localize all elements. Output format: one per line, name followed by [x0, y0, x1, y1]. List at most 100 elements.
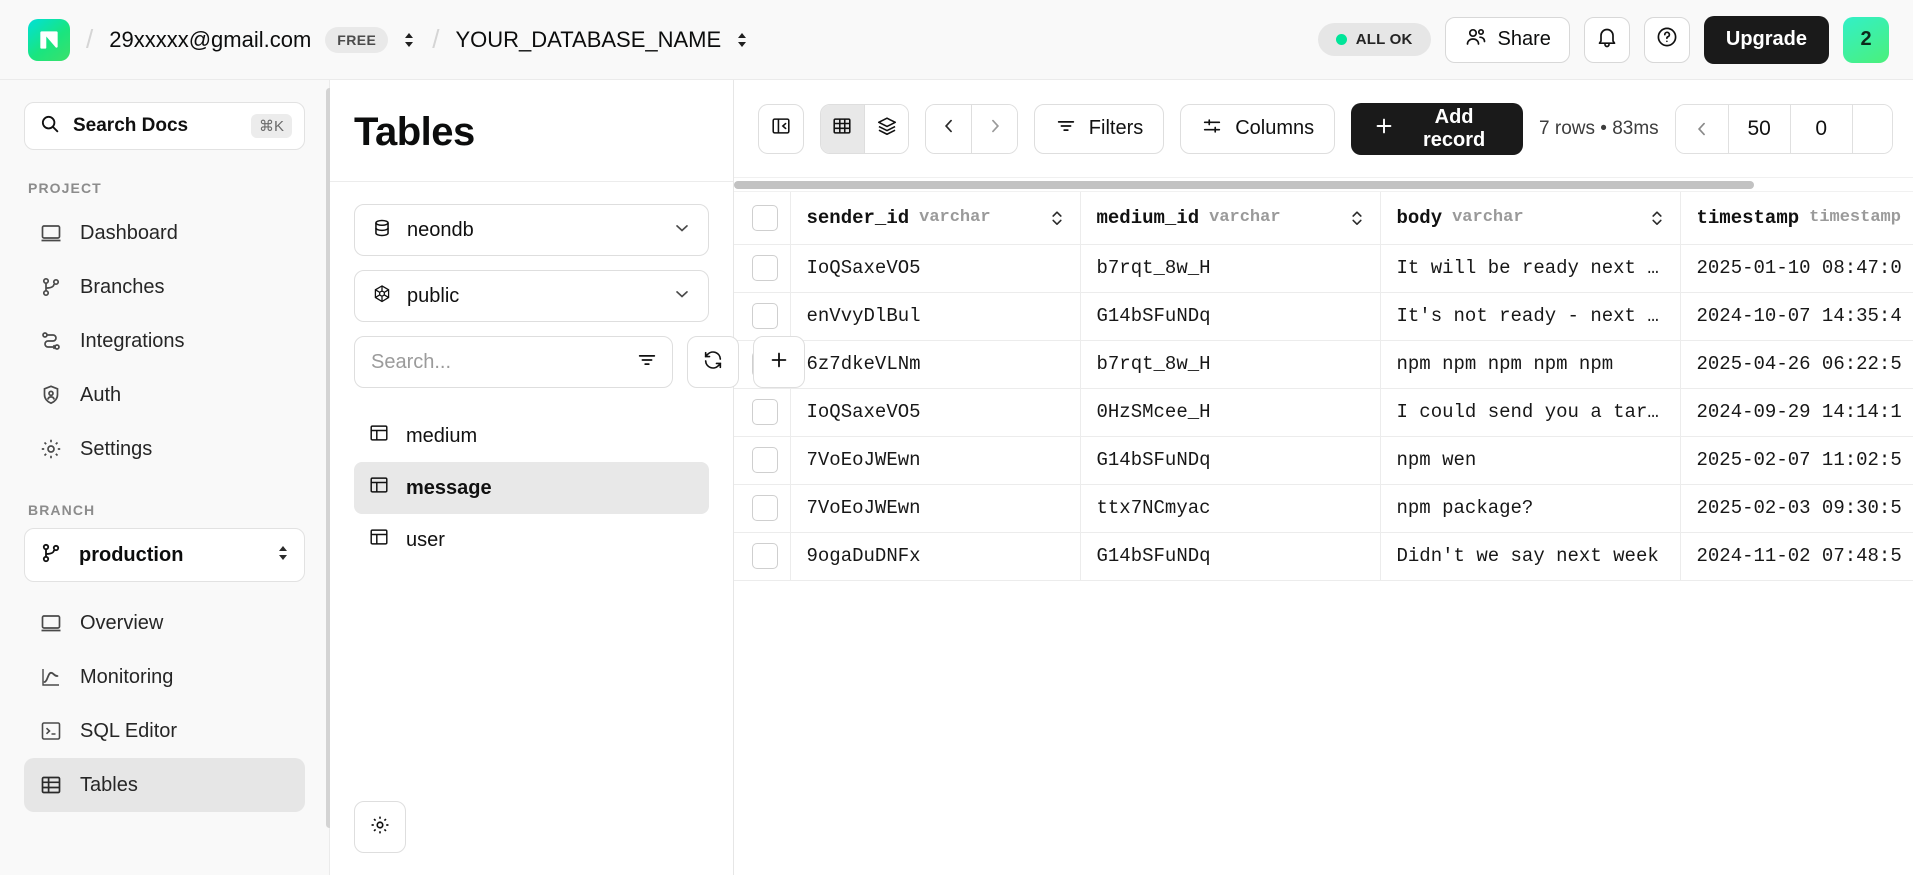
column-header-body[interactable]: body varchar: [1380, 192, 1681, 245]
sort-icon[interactable]: [1650, 208, 1664, 228]
sidebar-item-integrations[interactable]: Integrations: [24, 314, 305, 368]
sort-icon[interactable]: [1350, 208, 1364, 228]
upgrade-button[interactable]: Upgrade: [1703, 15, 1829, 64]
row-checkbox[interactable]: [752, 543, 778, 569]
cell-sender_id[interactable]: enVvyDlBul: [790, 292, 1081, 341]
table-row[interactable]: IoQSaxeVO5 0HzSMcee_H I could send you a…: [734, 388, 1913, 437]
table-row[interactable]: 7VoEoJWEwn G14bSFuNDq npm wen 2025-02-07…: [734, 436, 1913, 485]
cell-body[interactable]: It's not ready - next …: [1380, 292, 1681, 341]
database-select[interactable]: neondb: [354, 204, 709, 256]
view-layers-button[interactable]: [864, 104, 908, 153]
cell-sender_id[interactable]: 7VoEoJWEwn: [790, 484, 1081, 533]
status-badge[interactable]: ALL OK: [1317, 23, 1431, 56]
neon-logo-icon[interactable]: [28, 18, 70, 61]
cell-body[interactable]: I could send you a tar…: [1380, 388, 1681, 437]
refresh-button[interactable]: [687, 336, 739, 388]
database-name[interactable]: YOUR_DATABASE_NAME: [455, 26, 722, 52]
table-list-item-message[interactable]: message: [354, 462, 709, 514]
cell-medium_id[interactable]: ttx7NCmyac: [1080, 484, 1381, 533]
cell-sender_id[interactable]: 6z7dkeVLNm: [790, 340, 1081, 389]
cell-timestamp[interactable]: 2024-11-02 07:48:5: [1680, 532, 1913, 581]
filter-icon[interactable]: [636, 349, 658, 376]
select-all-checkbox[interactable]: [752, 204, 778, 231]
table-row[interactable]: IoQSaxeVO5 b7rqt_8w_H It will be ready n…: [734, 244, 1913, 293]
help-button[interactable]: [1643, 16, 1690, 63]
column-header-timestamp[interactable]: timestamp timestamp: [1680, 192, 1913, 245]
page-prev-button[interactable]: [1675, 104, 1728, 153]
horizontal-scrollbar[interactable]: [734, 178, 1913, 192]
sidebar-item-monitoring[interactable]: Monitoring: [24, 650, 305, 704]
limit-value[interactable]: 50: [1727, 104, 1790, 153]
cell-medium_id[interactable]: b7rqt_8w_H: [1080, 244, 1381, 293]
cell-timestamp[interactable]: 2024-10-07 14:35:4: [1680, 292, 1913, 341]
sidebar-item-branches[interactable]: Branches: [24, 260, 305, 314]
table-list-item-user[interactable]: user: [354, 514, 709, 566]
table-row[interactable]: 7VoEoJWEwn ttx7NCmyac npm package? 2025-…: [734, 484, 1913, 533]
column-header-medium_id[interactable]: medium_id varchar: [1080, 192, 1381, 245]
notifications-button[interactable]: [1583, 16, 1630, 63]
cell-body[interactable]: npm wen: [1380, 436, 1681, 485]
page-next-spacer[interactable]: [1851, 104, 1892, 153]
row-checkbox[interactable]: [752, 255, 778, 281]
add-table-button[interactable]: [753, 336, 805, 388]
cell-body[interactable]: npm npm npm npm npm: [1380, 340, 1681, 389]
sidebar-scrollbar[interactable]: [326, 88, 333, 828]
cell-medium_id[interactable]: G14bSFuNDq: [1080, 532, 1381, 581]
table-settings-button[interactable]: [354, 801, 406, 853]
row-checkbox[interactable]: [752, 495, 778, 521]
gear-icon: [369, 814, 391, 841]
columns-button[interactable]: Columns: [1180, 103, 1336, 154]
project-section-label: PROJECT: [28, 180, 102, 196]
cell-medium_id[interactable]: 0HzSMcee_H: [1080, 388, 1381, 437]
cell-body[interactable]: It will be ready next …: [1380, 244, 1681, 293]
search-input[interactable]: [371, 350, 636, 374]
horizontal-scrollbar-thumb[interactable]: [734, 181, 1754, 189]
sidebar-item-auth[interactable]: Auth: [24, 368, 305, 422]
add-record-button[interactable]: Add record: [1351, 102, 1524, 155]
sidebar-item-settings[interactable]: Settings: [24, 422, 305, 476]
row-checkbox[interactable]: [752, 399, 778, 425]
collapse-panel-button[interactable]: [758, 103, 804, 154]
cell-timestamp[interactable]: 2025-02-07 11:02:5: [1680, 436, 1913, 485]
offset-value[interactable]: 0: [1789, 104, 1852, 153]
sidebar-item-sql-editor[interactable]: SQL Editor: [24, 704, 305, 758]
sidebar-item-dashboard[interactable]: Dashboard: [24, 206, 305, 260]
column-header-sender_id[interactable]: sender_id varchar: [790, 192, 1081, 245]
table-icon: [38, 772, 64, 798]
avatar[interactable]: 2: [1843, 16, 1889, 63]
cell-medium_id[interactable]: b7rqt_8w_H: [1080, 340, 1381, 389]
cell-body[interactable]: Didn't we say next week: [1380, 532, 1681, 581]
prev-record-button[interactable]: [925, 104, 972, 153]
table-row[interactable]: 9ogaDuDNFx G14bSFuNDq Didn't we say next…: [734, 532, 1913, 581]
cell-sender_id[interactable]: 7VoEoJWEwn: [790, 436, 1081, 485]
cell-timestamp[interactable]: 2025-01-10 08:47:0: [1680, 244, 1913, 293]
schema-select[interactable]: public: [354, 270, 709, 322]
filters-button[interactable]: Filters: [1033, 103, 1165, 154]
database-switcher-chevron-icon[interactable]: [735, 30, 749, 50]
cell-timestamp[interactable]: 2025-04-26 06:22:5: [1680, 340, 1913, 389]
search-docs-button[interactable]: Search Docs ⌘K: [24, 102, 305, 150]
cell-sender_id[interactable]: IoQSaxeVO5: [790, 244, 1081, 293]
table-row[interactable]: 6z7dkeVLNm b7rqt_8w_H npm npm npm npm np…: [734, 340, 1913, 389]
cell-medium_id[interactable]: G14bSFuNDq: [1080, 292, 1381, 341]
account-switcher-chevron-icon[interactable]: [402, 30, 416, 50]
branch-selector[interactable]: production: [24, 528, 305, 582]
view-grid-button[interactable]: [820, 104, 865, 153]
cell-sender_id[interactable]: IoQSaxeVO5: [790, 388, 1081, 437]
share-button[interactable]: Share: [1444, 16, 1570, 63]
sort-icon[interactable]: [1050, 208, 1064, 228]
cell-body[interactable]: npm package?: [1380, 484, 1681, 533]
next-record-button[interactable]: [971, 104, 1017, 153]
table-list-item-medium[interactable]: medium: [354, 410, 709, 462]
cell-medium_id[interactable]: G14bSFuNDq: [1080, 436, 1381, 485]
cell-sender_id[interactable]: 9ogaDuDNFx: [790, 532, 1081, 581]
tables-search-box[interactable]: [354, 336, 673, 388]
table-row[interactable]: enVvyDlBul G14bSFuNDq It's not ready - n…: [734, 292, 1913, 341]
row-checkbox[interactable]: [752, 303, 778, 329]
row-checkbox[interactable]: [752, 447, 778, 473]
cell-timestamp[interactable]: 2025-02-03 09:30:5: [1680, 484, 1913, 533]
sidebar-item-tables[interactable]: Tables: [24, 758, 305, 812]
account-email[interactable]: 29xxxxx@gmail.com: [109, 26, 312, 52]
cell-timestamp[interactable]: 2024-09-29 14:14:1: [1680, 388, 1913, 437]
sidebar-item-overview[interactable]: Overview: [24, 596, 305, 650]
